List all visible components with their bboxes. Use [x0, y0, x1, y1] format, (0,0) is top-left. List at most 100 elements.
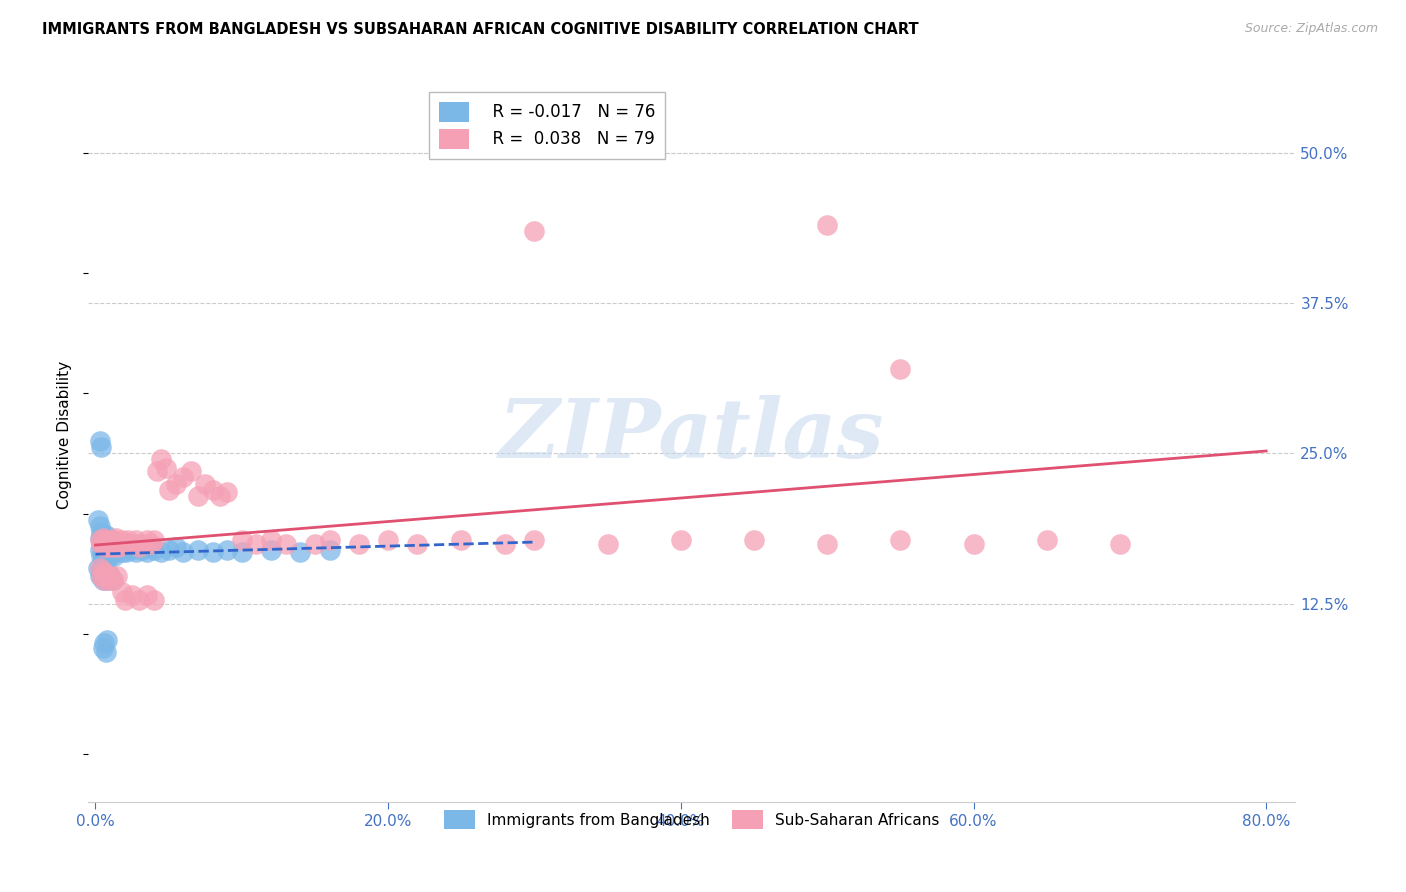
Point — [93, 541, 115, 555]
Point — [89, 533, 111, 547]
Point — [89, 569, 111, 583]
Point — [304, 536, 326, 550]
Point — [187, 489, 209, 503]
Y-axis label: Cognitive Disability: Cognitive Disability — [58, 361, 72, 509]
Point — [815, 536, 838, 550]
Point — [97, 541, 120, 555]
Point — [104, 541, 127, 555]
Point — [90, 564, 112, 578]
Point — [110, 541, 132, 555]
Point — [114, 541, 136, 555]
Point — [165, 541, 187, 555]
Point — [150, 452, 173, 467]
Point — [128, 536, 150, 550]
Point — [120, 542, 142, 557]
Point — [91, 564, 114, 578]
Point — [89, 531, 111, 545]
Point — [90, 524, 112, 539]
Point — [96, 536, 118, 550]
Point — [108, 542, 131, 557]
Point — [97, 541, 120, 555]
Point — [101, 533, 124, 547]
Point — [90, 536, 112, 550]
Point — [101, 545, 124, 559]
Point — [260, 533, 283, 547]
Point — [91, 541, 114, 555]
Point — [93, 636, 115, 650]
Point — [157, 542, 180, 557]
Point — [100, 545, 122, 559]
Point — [157, 483, 180, 497]
Point — [274, 536, 297, 550]
Point — [135, 533, 157, 547]
Point — [96, 533, 118, 547]
Point — [889, 362, 911, 376]
Point — [89, 560, 111, 574]
Point — [103, 536, 125, 550]
Point — [155, 461, 177, 475]
Point — [231, 533, 253, 547]
Point — [128, 541, 150, 555]
Point — [100, 541, 122, 555]
Point — [139, 541, 162, 555]
Point — [96, 541, 118, 555]
Point — [107, 536, 129, 550]
Point — [318, 542, 340, 557]
Point — [97, 573, 120, 587]
Point — [889, 533, 911, 547]
Point — [117, 533, 139, 547]
Point — [231, 545, 253, 559]
Point — [103, 536, 125, 550]
Point — [406, 536, 429, 550]
Point — [143, 593, 166, 607]
Point — [135, 588, 157, 602]
Point — [217, 484, 239, 499]
Point — [93, 541, 115, 555]
Point — [245, 536, 267, 550]
Point — [98, 549, 121, 563]
Point — [114, 593, 136, 607]
Point — [89, 542, 111, 557]
Point — [97, 549, 120, 563]
Point — [596, 536, 619, 550]
Point — [523, 224, 546, 238]
Point — [96, 569, 118, 583]
Point — [135, 545, 157, 559]
Point — [494, 536, 516, 550]
Point — [194, 476, 217, 491]
Point — [94, 536, 117, 550]
Point — [121, 588, 143, 602]
Point — [121, 536, 143, 550]
Point — [89, 518, 111, 533]
Point — [742, 533, 765, 547]
Point — [122, 541, 145, 555]
Point — [115, 545, 138, 559]
Point — [90, 536, 112, 550]
Point — [111, 533, 134, 547]
Point — [962, 536, 984, 550]
Point — [108, 541, 131, 555]
Point — [180, 465, 202, 479]
Point — [101, 536, 124, 550]
Point — [377, 533, 399, 547]
Point — [117, 536, 139, 550]
Point — [90, 549, 112, 563]
Point — [96, 573, 118, 587]
Point — [523, 533, 546, 547]
Point — [97, 531, 120, 545]
Point — [91, 531, 114, 545]
Point — [94, 533, 117, 547]
Point — [450, 533, 472, 547]
Point — [143, 533, 166, 547]
Point — [107, 569, 129, 583]
Point — [201, 483, 224, 497]
Point — [98, 541, 121, 555]
Point — [91, 641, 114, 656]
Point — [97, 566, 120, 581]
Point — [139, 536, 162, 550]
Point — [146, 465, 169, 479]
Point — [290, 545, 312, 559]
Point — [187, 542, 209, 557]
Point — [201, 545, 224, 559]
Point — [208, 489, 231, 503]
